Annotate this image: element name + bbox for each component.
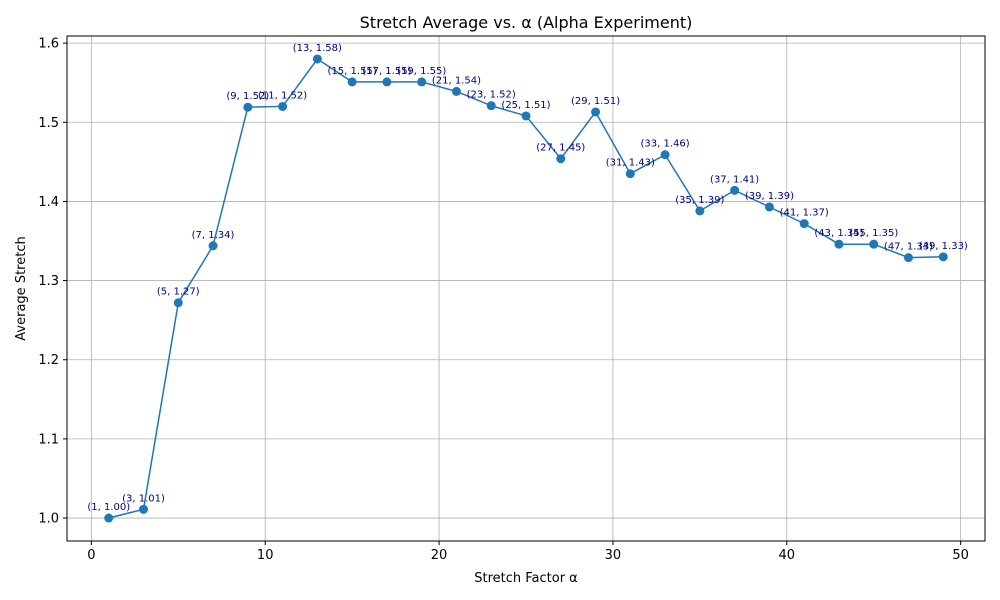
y-tick-label: 1.6 [38,37,59,52]
data-point [938,252,948,262]
series-line [108,57,944,519]
x-tick-label: 0 [87,548,95,563]
data-label: (7, 1.34) [192,230,235,241]
data-label: (45, 1.35) [849,228,898,239]
data-point [243,102,253,112]
x-tick-label: 10 [257,548,274,563]
data-point [173,298,183,308]
data-label: (27, 1.45) [536,143,585,154]
data-point [764,202,774,212]
grid [67,36,985,541]
data-point [104,513,114,523]
y-tick-label: 1.4 [38,195,59,210]
data-label: (35, 1.39) [675,195,724,206]
data-point [869,239,879,249]
y-axis-title: Average Stretch [14,236,29,340]
series [104,54,948,523]
x-tick-label: 40 [779,548,796,563]
data-label: (47, 1.33) [884,242,933,253]
data-label: (37, 1.41) [710,174,759,185]
x-axis-title: Stretch Factor α [474,571,578,586]
y-tick-label: 1.0 [38,512,59,527]
data-point [730,185,740,195]
data-label: (9, 1.52) [226,91,269,102]
data-label: (25, 1.51) [501,100,550,111]
data-point [556,154,566,164]
data-point [904,253,913,263]
y-tick-label: 1.5 [38,116,59,131]
data-label: (49, 1.33) [919,241,968,252]
data-label: (33, 1.46) [641,139,690,150]
data-label: (21, 1.54) [432,75,481,86]
data-label: (43, 1.35) [814,228,863,239]
data-point [451,86,461,96]
axis-ticks: 0 10 20 30 40 50 1.0 1.1 1.2 1.3 1.4 1.5 1.6 [38,37,969,563]
x-tick-label: 30 [605,548,622,563]
y-tick-label: 1.2 [38,353,59,368]
data-point [417,77,427,87]
data-label: (5, 1.27) [157,287,200,298]
data-point [347,77,357,87]
data-point [139,504,148,514]
data-label: (41, 1.37) [780,208,829,219]
data-label: (11, 1.52) [258,90,307,101]
data-point [382,77,392,87]
data-point [312,54,322,64]
chart-title: Stretch Average vs. α (Alpha Experiment) [360,13,693,32]
x-tick-label: 20 [431,548,448,563]
data-point [208,241,218,251]
data-label: (29, 1.51) [571,96,620,107]
data-point [799,219,809,229]
data-label: (19, 1.55) [397,66,446,77]
data-point [625,169,635,179]
data-label: (39, 1.39) [745,191,794,202]
data-point [278,101,288,111]
plot-area [66,35,986,542]
data-label: (23, 1.52) [467,90,516,101]
data-point [521,111,531,121]
data-label: (17, 1.55) [362,66,411,77]
data-point [834,239,844,249]
data-label: (3, 1.01) [122,493,165,504]
data-point [591,107,601,117]
data-label: (15, 1.55) [328,66,377,77]
data-label: (31, 1.43) [606,158,655,169]
data-label: (1, 1.00) [87,502,130,513]
x-tick-label: 50 [952,548,969,563]
data-point [695,206,705,216]
data-point [660,150,670,160]
data-point [486,101,496,111]
data-labels: (1, 1.00)(3, 1.01) (5, 1.27) (7, 1.34) (9, … [87,43,968,513]
y-tick-label: 1.3 [38,274,59,289]
y-tick-label: 1.1 [38,432,59,447]
data-label: (13, 1.58) [293,43,342,54]
